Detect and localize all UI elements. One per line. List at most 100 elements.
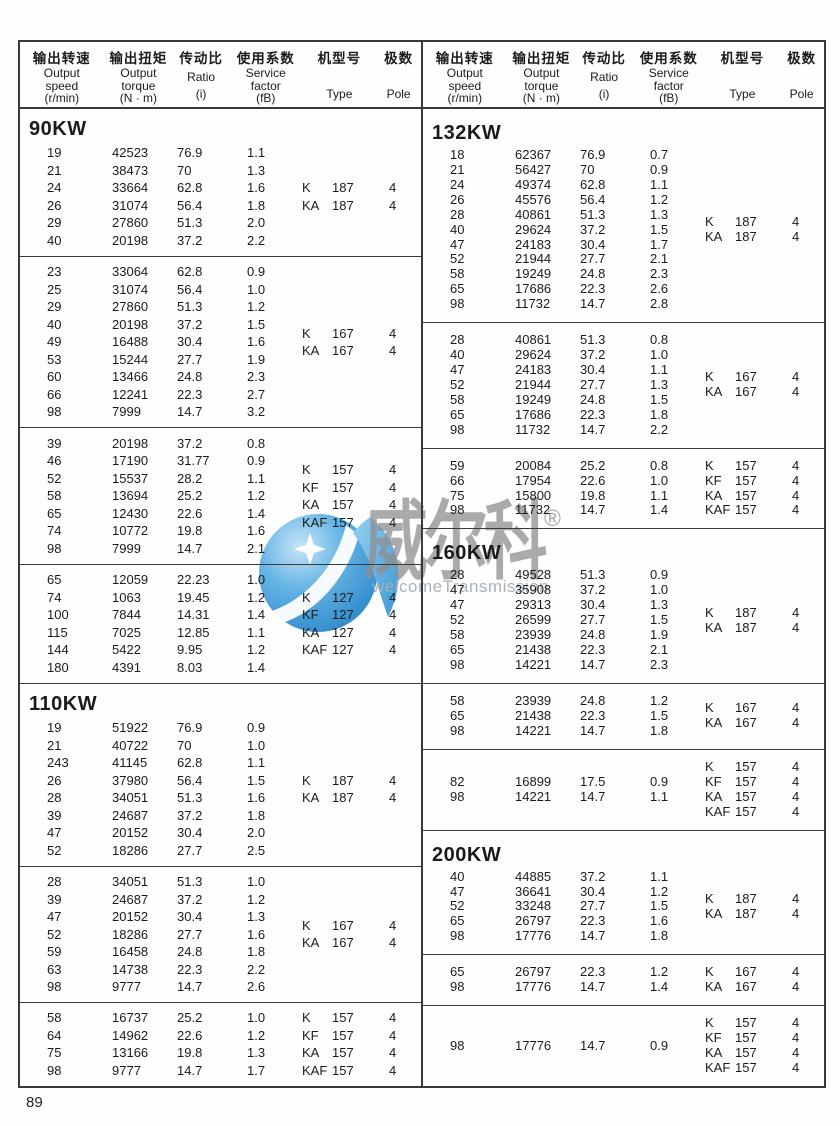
type-list: K 187 4 KA 187 4 bbox=[302, 179, 420, 214]
pole-value: 4 bbox=[792, 1030, 800, 1046]
speed-value: 58 bbox=[47, 488, 62, 504]
header-label-zh: 使用系数 bbox=[236, 51, 295, 66]
table-block: 28 40861 51.3 0.8 40 29624 37.2 1.0 47 24183 30.4 1… bbox=[423, 323, 824, 449]
torque-value: 29313 bbox=[515, 597, 552, 613]
header-unit: (N · m) bbox=[522, 91, 561, 105]
type-prefix: KF bbox=[302, 607, 319, 623]
table-block: 58 16737 25.2 1.0 64 14962 22.6 1.2 75 13166 19.8 1… bbox=[20, 1003, 421, 1086]
service-factor-value: 1.8 bbox=[650, 406, 669, 422]
table-header: 输出转速 Output speed (r/min) 输出扭矩 Output torque (N… bbox=[20, 42, 421, 109]
service-factor-value: 1.2 bbox=[650, 692, 669, 708]
service-factor-value: 0.9 bbox=[650, 161, 669, 177]
torque-value: 17686 bbox=[515, 406, 552, 422]
ratio-value: 62.8 bbox=[177, 755, 203, 771]
table-row: 64 14962 22.6 1.2 bbox=[20, 1027, 302, 1045]
speed-value: 47 bbox=[450, 883, 465, 899]
table-row: 98 11732 14.7 2.2 bbox=[423, 421, 705, 438]
service-factor-value: 0.8 bbox=[650, 332, 669, 348]
pole-value: 4 bbox=[389, 180, 397, 196]
type-prefix: K bbox=[302, 1010, 311, 1026]
type-size: 167 bbox=[735, 964, 757, 980]
header-label-en: Output bbox=[446, 66, 483, 80]
type-row: KAF 127 4 bbox=[302, 641, 420, 659]
speed-value: 65 bbox=[450, 406, 465, 422]
table-block: 58 23939 24.8 1.2 65 21438 22.3 1.5 98 14221 14.7 1… bbox=[423, 684, 824, 750]
table-row: 98 11732 14.7 2.8 bbox=[423, 296, 705, 312]
type-row: KAF 157 4 bbox=[705, 804, 823, 820]
torque-value: 34051 bbox=[112, 790, 149, 806]
section-title: 132KW bbox=[432, 122, 502, 145]
torque-value: 19249 bbox=[515, 391, 552, 407]
ratio-value: 14.7 bbox=[580, 296, 606, 312]
data-rows: 19 42523 76.9 1.1 21 38473 70 1.3 24 33664 62.8 1.6… bbox=[20, 144, 302, 249]
torque-value: 24687 bbox=[112, 891, 149, 907]
speed-value: 98 bbox=[450, 928, 465, 944]
type-prefix: KA bbox=[705, 487, 723, 503]
service-factor-value: 1.4 bbox=[650, 502, 669, 518]
header-label-zh: 使用系数 bbox=[639, 51, 698, 66]
speed-value: 29 bbox=[47, 215, 62, 231]
type-list: K 187 4 KA 187 4 bbox=[705, 891, 823, 922]
type-size: 157 bbox=[332, 479, 354, 495]
torque-value: 23939 bbox=[515, 692, 552, 708]
ratio-value: 27.7 bbox=[580, 612, 606, 628]
data-rows: 39 20198 37.2 0.8 46 17190 31.77 0.9 52 15537 28.2… bbox=[20, 435, 302, 558]
torque-value: 26599 bbox=[515, 612, 552, 628]
ratio-value: 76.9 bbox=[177, 145, 203, 161]
type-size: 127 bbox=[332, 589, 354, 605]
ratio-value: 27.7 bbox=[580, 898, 606, 914]
torque-value: 31074 bbox=[112, 197, 149, 213]
header-label-en: Ratio bbox=[590, 70, 619, 85]
table-row: 58 13694 25.2 1.2 bbox=[20, 487, 302, 505]
header-label-en: speed bbox=[45, 78, 79, 93]
speed-value: 58 bbox=[47, 1010, 62, 1026]
table-row: 21 38473 70 1.3 bbox=[20, 162, 302, 180]
speed-value: 52 bbox=[47, 842, 62, 858]
torque-value: 11732 bbox=[515, 421, 551, 437]
type-row: KAF 157 4 bbox=[302, 514, 420, 532]
table-row: 47 24183 30.4 1.1 bbox=[423, 362, 705, 378]
pole-value: 4 bbox=[792, 1045, 800, 1061]
data-rows: 58 23939 24.8 1.2 65 21438 22.3 1.5 98 14221 14.7 1… bbox=[423, 692, 705, 739]
service-factor-value: 2.1 bbox=[650, 251, 669, 267]
service-factor-value: 1.6 bbox=[650, 913, 669, 929]
speed-value: 65 bbox=[450, 913, 465, 929]
block-body: 19 42523 76.9 1.1 21 38473 70 1.3 24 33664 62.8 1.6… bbox=[20, 144, 421, 249]
torque-value: 29624 bbox=[515, 221, 552, 237]
speed-value: 26 bbox=[47, 197, 62, 213]
header-col-service-factor: 使用系数 Service factor (fB) bbox=[632, 47, 706, 105]
ratio-value: 22.6 bbox=[177, 505, 203, 521]
ratio-value: 9.95 bbox=[177, 642, 203, 658]
table-row: 65 21438 22.3 1.5 bbox=[423, 708, 705, 724]
service-factor-value: 1.1 bbox=[650, 868, 669, 884]
ratio-value: 30.4 bbox=[177, 825, 203, 841]
pole-value: 4 bbox=[389, 1045, 397, 1061]
speed-value: 28 bbox=[450, 332, 465, 348]
service-factor-value: 1.6 bbox=[247, 790, 266, 806]
header-label-zh: 极数 bbox=[787, 51, 817, 66]
type-size: 157 bbox=[332, 462, 354, 478]
table-row: 47 36641 30.4 1.2 bbox=[423, 883, 705, 900]
table-row: 74 1063 19.45 1.2 bbox=[20, 589, 302, 607]
ratio-value: 76.9 bbox=[177, 720, 203, 736]
torque-value: 14221 bbox=[515, 656, 552, 672]
service-factor-value: 1.9 bbox=[650, 627, 669, 643]
table-row: 58 19249 24.8 1.5 bbox=[423, 391, 705, 408]
table-row: 59 16458 24.8 1.8 bbox=[20, 943, 302, 961]
type-row: KA 187 4 bbox=[705, 229, 823, 245]
table-row: 52 26599 27.7 1.5 bbox=[423, 612, 705, 628]
type-size: 127 bbox=[332, 624, 354, 640]
table-row: 59 20084 25.2 0.8 bbox=[423, 458, 705, 474]
ratio-value: 24.8 bbox=[580, 266, 606, 282]
ratio-value: 27.7 bbox=[177, 926, 203, 942]
torque-value: 18286 bbox=[112, 842, 149, 858]
pole-value: 4 bbox=[792, 487, 800, 503]
table-row: 24 33664 62.8 1.6 bbox=[20, 179, 302, 197]
header-label-en: factor bbox=[250, 78, 281, 93]
table-row: 58 23939 24.8 1.2 bbox=[423, 692, 705, 709]
speed-value: 52 bbox=[450, 251, 465, 267]
torque-value: 44885 bbox=[515, 868, 552, 884]
type-prefix: KA bbox=[705, 788, 723, 804]
table-row: 40 44885 37.2 1.1 bbox=[423, 868, 705, 885]
service-factor-value: 1.6 bbox=[247, 180, 266, 196]
